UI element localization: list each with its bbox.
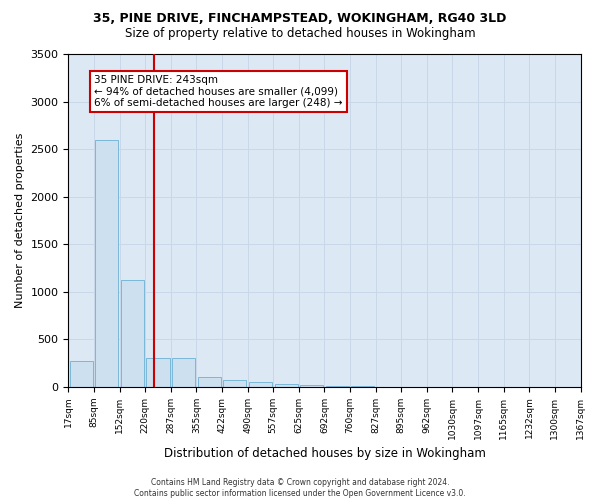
- Text: 35, PINE DRIVE, FINCHAMPSTEAD, WOKINGHAM, RG40 3LD: 35, PINE DRIVE, FINCHAMPSTEAD, WOKINGHAM…: [94, 12, 506, 26]
- Y-axis label: Number of detached properties: Number of detached properties: [15, 132, 25, 308]
- Bar: [121, 280, 144, 387]
- Bar: [95, 140, 118, 387]
- Bar: [70, 360, 93, 387]
- Text: Size of property relative to detached houses in Wokingham: Size of property relative to detached ho…: [125, 28, 475, 40]
- X-axis label: Distribution of detached houses by size in Wokingham: Distribution of detached houses by size …: [164, 447, 485, 460]
- Bar: [326, 386, 349, 387]
- Text: Contains HM Land Registry data © Crown copyright and database right 2024.
Contai: Contains HM Land Registry data © Crown c…: [134, 478, 466, 498]
- Bar: [172, 358, 195, 387]
- Bar: [146, 358, 170, 387]
- Bar: [300, 385, 323, 387]
- Bar: [198, 377, 221, 387]
- Bar: [223, 380, 247, 387]
- Bar: [275, 384, 298, 387]
- Text: 35 PINE DRIVE: 243sqm
← 94% of detached houses are smaller (4,099)
6% of semi-de: 35 PINE DRIVE: 243sqm ← 94% of detached …: [94, 75, 343, 108]
- Bar: [249, 382, 272, 387]
